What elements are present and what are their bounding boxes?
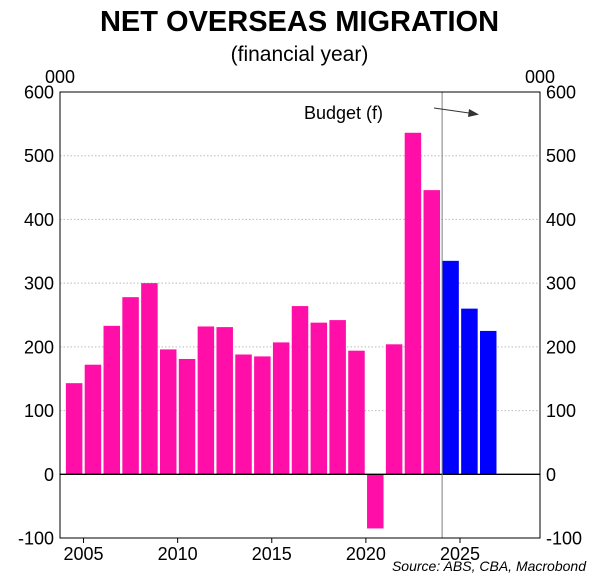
budget-arrow-head (468, 109, 479, 117)
bar-actual-2018 (329, 320, 346, 475)
bar-forecast-2025 (461, 308, 478, 475)
bar-actual-2006 (103, 325, 121, 475)
y-tick-label-left: 200 (24, 337, 54, 357)
y-tick-label-left: 0 (44, 465, 54, 485)
y-tick-label-right: 0 (546, 465, 556, 485)
tick-label-layer: -100 -100 0 0 100 100 200 200 300 300 400 400 500 500… (18, 83, 582, 565)
bar-actual-2011 (197, 326, 215, 475)
y-tick-label-left: 300 (24, 274, 54, 294)
bar-actual-2010 (178, 358, 196, 475)
bar-actual-2019 (348, 350, 365, 475)
bar-forecast-2026 (479, 330, 497, 475)
bar-forecast-2024 (442, 260, 459, 475)
axis-layer (59, 91, 541, 543)
bar-actual-2008 (141, 283, 158, 475)
budget-annotation-label: Budget (f) (304, 103, 383, 123)
bar-actual-2014 (254, 356, 271, 475)
y-tick-label-right: 400 (546, 210, 576, 230)
y-tick-label-left: 600 (24, 83, 54, 103)
bar-actual-2004 (65, 383, 83, 475)
y-tick-label-left: 400 (24, 210, 54, 230)
x-tick-label: 2005 (64, 544, 104, 564)
x-tick-label: 2025 (440, 544, 480, 564)
chart-title: NET OVERSEAS MIGRATION (100, 6, 499, 38)
x-tick-label: 2015 (252, 544, 292, 564)
bar-actual-2023 (423, 190, 441, 475)
bar-actual-2017 (310, 322, 328, 475)
bar-actual-2013 (235, 354, 252, 475)
bar-actual-2007 (122, 297, 139, 475)
x-tick-label: 2020 (346, 544, 386, 564)
bar-actual-2012 (216, 327, 233, 475)
y-unit-right: 000 (525, 67, 555, 87)
bar-actual-2022 (404, 132, 422, 475)
y-tick-label-right: 600 (546, 83, 576, 103)
x-tick-label: 2010 (158, 544, 198, 564)
y-tick-label-right: 100 (546, 401, 576, 421)
y-tick-label-right: 300 (546, 274, 576, 294)
y-tick-label-left: 500 (24, 146, 54, 166)
bar-actual-2016 (291, 306, 309, 475)
bar-layer (65, 132, 497, 529)
bar-actual-2015 (272, 342, 290, 475)
y-tick-label-left: -100 (18, 529, 54, 549)
bar-actual-2005 (84, 364, 102, 475)
y-tick-label-right: 200 (546, 337, 576, 357)
plot-frame (59, 91, 541, 539)
source-note: Source: ABS, CBA, Macrobond (392, 558, 587, 574)
budget-arrow-shaft (433, 107, 470, 114)
y-unit-left: 000 (45, 67, 75, 87)
annotation-layer: Budget (f) (304, 103, 479, 123)
y-tick-label-right: -100 (546, 529, 582, 549)
chart-subtitle: (financial year) (231, 43, 369, 66)
y-tick-label-left: 100 (24, 401, 54, 421)
y-tick-label-right: 500 (546, 146, 576, 166)
bar-actual-2020 (367, 474, 384, 529)
bar-actual-2009 (159, 349, 177, 475)
bar-actual-2021 (385, 344, 403, 475)
